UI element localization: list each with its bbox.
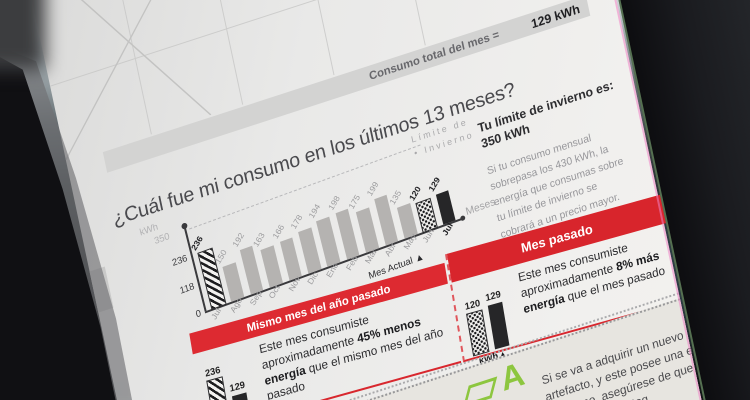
bar-nov-166 — [279, 237, 302, 281]
bar-mar-175 — [356, 207, 379, 253]
bar-ago-150 — [222, 262, 245, 302]
bar-value-label: 120 — [407, 184, 424, 203]
bar-value-label: 163 — [251, 230, 267, 249]
bar-value-label: 135 — [387, 188, 404, 206]
bar-dic-178 — [298, 227, 322, 274]
bar-value-label: 129 — [426, 175, 442, 194]
bar-value-label: 175 — [346, 192, 363, 211]
y-tick-0: 0 — [194, 307, 203, 321]
previous-chart-gridlines — [28, 0, 478, 162]
tilted-screen-plane: Consumo total del mes = 129 kWh ¿Cuál fu… — [28, 0, 750, 400]
x-axis-label: Meses — [464, 195, 497, 219]
energy-efficiency-logo-icon — [463, 376, 498, 400]
bar-value-label: 178 — [288, 213, 305, 231]
document-page: Consumo total del mes = 129 kWh ¿Cuál fu… — [28, 0, 733, 400]
gridline-diagonals — [52, 0, 212, 161]
y-tick-118: 118 — [178, 280, 196, 297]
bar-value-label: 150 — [213, 247, 230, 266]
last-year-mini-chart: 236 129 — [200, 345, 262, 400]
bar-value-label: 236 — [189, 234, 205, 253]
mini-bar-129 — [487, 301, 510, 350]
bar-feb-198 — [335, 209, 360, 260]
mini-bar-236 — [205, 376, 231, 400]
mini-bar-120 — [465, 309, 490, 357]
bar-value-label: 166 — [270, 222, 286, 241]
bar-oct-163 — [260, 245, 283, 288]
y-tick-236: 236 — [171, 253, 189, 270]
energy-efficiency-letter: A — [497, 354, 528, 398]
last-month-mini-chart: 120129kWh▲ — [459, 273, 521, 367]
bar-value-label: 192 — [230, 230, 246, 249]
bar-value-label: 194 — [306, 202, 323, 221]
bar-value-label: 198 — [325, 194, 342, 213]
bar-sep-192 — [239, 245, 264, 295]
bar-ene-194 — [316, 217, 341, 267]
bar-jul-129 — [435, 190, 456, 225]
out-of-focus-corner-shadow — [0, 0, 45, 70]
bar-value-label: 199 — [364, 180, 381, 198]
